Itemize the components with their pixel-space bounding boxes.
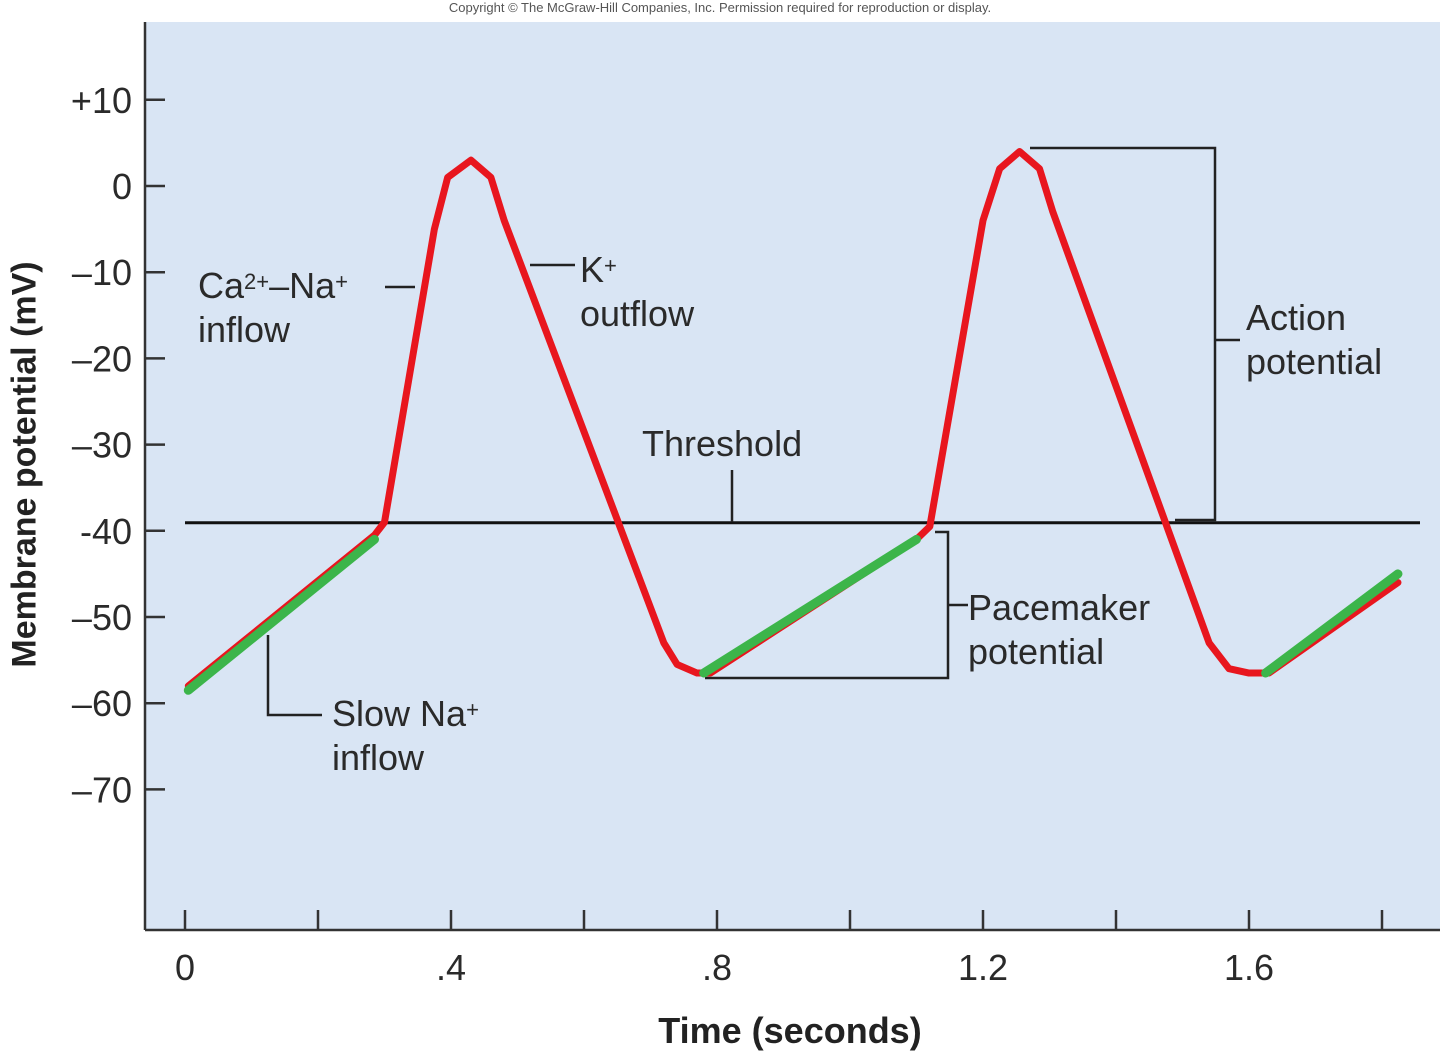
action-line2: potential [1246,341,1383,382]
y-tick-label: –20 [72,338,132,379]
pacemaker-segment [699,534,921,678]
slow-inflow-text: inflow [332,737,425,778]
y-tick-label: –10 [72,252,132,293]
threshold-label: Threshold [642,423,803,464]
k-outflow-label: K+ outflow [580,248,694,336]
slow-na-text: Slow Na [332,693,467,734]
na-charge: + [335,269,349,294]
pacemaker-line2: potential [968,631,1105,672]
y-tick-label: -40 [80,511,132,552]
outflow-text: outflow [580,293,695,334]
x-tick-label: .4 [436,947,466,988]
y-tick-label: +10 [71,80,132,121]
x-tick-label: 0 [175,947,195,988]
y-axis-label: Membrane potential (mV) [5,261,44,668]
y-tick-label: –50 [72,597,132,638]
slow-na-charge: + [466,697,479,722]
ca-charge: 2+ [244,269,270,294]
inflow-text: inflow [198,309,291,350]
y-tick-label: –60 [72,683,132,724]
k-charge: + [604,253,617,278]
x-tick-label: .8 [702,947,732,988]
action-line1: Action [1246,297,1347,338]
y-tick-label: –30 [72,425,132,466]
slow-na-inflow-label: Slow Na+ inflow [332,692,479,780]
x-axis-label: Time (seconds) [658,1010,922,1051]
plot-background [145,22,1440,930]
ca-text: Ca [198,265,245,306]
x-tick-label: 1.6 [1224,947,1274,988]
k-text: K [580,249,605,290]
ca-na-inflow-label: Ca2+–Na+ inflow [198,264,348,352]
y-tick-label: 0 [112,166,132,207]
copyright-notice: Copyright © The McGraw-Hill Companies, I… [448,0,992,15]
action-potential-label: Action potential [1246,296,1382,384]
pacemaker-potential-label: Pacemaker potential [968,586,1150,674]
x-tick-label: 1.2 [958,947,1008,988]
pacemaker-line1: Pacemaker [968,587,1151,628]
y-tick-label: –70 [72,769,132,810]
pacemaker-segment [183,534,380,695]
action-potential-bracket [1030,146,1217,522]
slow-na-leader [266,635,322,717]
na-text: –Na [269,265,336,306]
pacemaker-segment [1261,569,1403,678]
